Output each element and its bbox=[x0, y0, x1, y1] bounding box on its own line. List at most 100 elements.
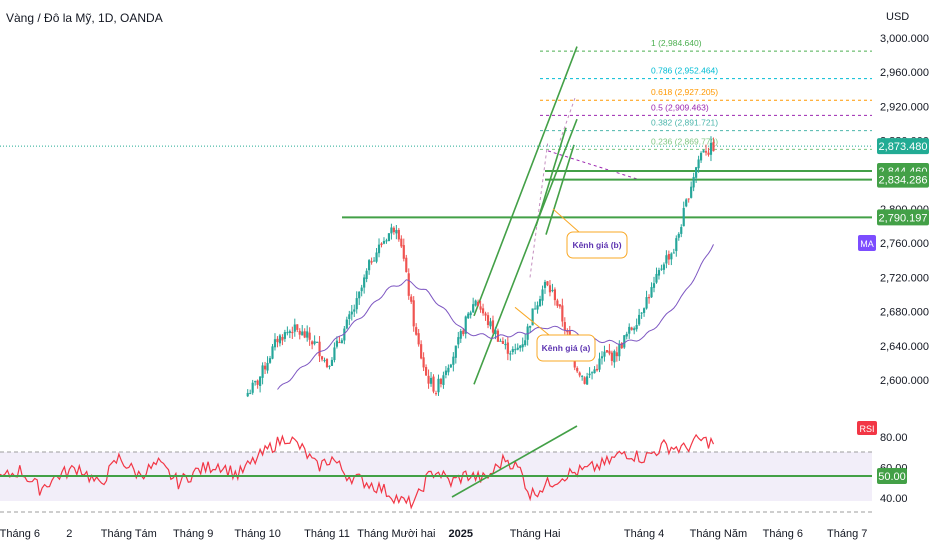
candle-body bbox=[291, 331, 294, 334]
candle-body bbox=[640, 312, 643, 314]
candle-body bbox=[412, 300, 415, 327]
candle-body bbox=[472, 304, 475, 313]
annotation-label: Kênh giá (b) bbox=[572, 240, 621, 250]
horizontal-levels[interactable] bbox=[0, 145, 872, 219]
candle-body bbox=[368, 260, 371, 271]
candle-body bbox=[514, 349, 517, 351]
candle-body bbox=[363, 277, 366, 288]
trend-channels[interactable] bbox=[473, 46, 578, 385]
candle-body bbox=[340, 340, 343, 344]
candle-body bbox=[350, 311, 353, 315]
fib-level-label: 1 (2,984.640) bbox=[651, 38, 702, 48]
candle-body bbox=[534, 308, 537, 310]
rsi-badge[interactable] bbox=[857, 421, 877, 435]
candle-body bbox=[489, 321, 492, 327]
channel-line[interactable] bbox=[473, 118, 578, 385]
candle-body bbox=[259, 376, 262, 386]
candle-body bbox=[370, 261, 373, 263]
time-tick-label: 2 bbox=[66, 528, 72, 540]
candle-body bbox=[283, 332, 286, 339]
candle-body bbox=[365, 270, 368, 279]
candle-body bbox=[286, 332, 289, 334]
candle-body bbox=[551, 289, 554, 291]
candle-body bbox=[590, 372, 594, 374]
candle-body bbox=[650, 287, 653, 298]
annotation-pointer bbox=[552, 208, 580, 233]
candle-body bbox=[395, 229, 398, 234]
candle-body bbox=[618, 343, 621, 357]
candle-body bbox=[586, 376, 589, 385]
candle-body bbox=[553, 289, 556, 301]
price-tick-label: 3,000.000 bbox=[880, 33, 929, 45]
candle-body bbox=[303, 331, 306, 338]
price-tick-label: 2,960.000 bbox=[880, 67, 929, 79]
candle-body bbox=[447, 367, 450, 373]
candle-body bbox=[249, 393, 252, 395]
rsi-trendline[interactable] bbox=[451, 425, 578, 498]
candle-body bbox=[628, 326, 631, 334]
candle-body bbox=[509, 353, 512, 355]
candle-body bbox=[484, 313, 487, 316]
candle-body bbox=[608, 350, 611, 354]
time-tick-label: 2025 bbox=[449, 528, 473, 540]
fib-level-label: 0.236 (2,869.770) bbox=[651, 136, 718, 146]
candle-body bbox=[338, 342, 341, 344]
candle-body bbox=[491, 320, 495, 333]
rsi-tick-label: 80.00 bbox=[880, 432, 908, 444]
candle-body bbox=[662, 264, 665, 270]
time-tick-label: Tháng Năm bbox=[690, 528, 747, 540]
candle-body bbox=[657, 270, 661, 276]
candle-body bbox=[529, 325, 532, 328]
price-tick-label: 2,680.000 bbox=[880, 307, 929, 319]
fib-level-label: 0.382 (2,891.721) bbox=[651, 118, 718, 128]
annotation-box[interactable] bbox=[566, 231, 628, 259]
candle-body bbox=[541, 289, 544, 301]
time-tick-label: Tháng 6 bbox=[0, 528, 40, 540]
candle-body bbox=[652, 283, 656, 288]
candle-body bbox=[548, 285, 552, 293]
candle-body bbox=[335, 340, 338, 347]
candle-body bbox=[638, 314, 641, 325]
fib-retracement[interactable]: 1 (2,984.640) 0.786 (2,952.464) 0.618 (2,9… bbox=[529, 38, 872, 278]
candle-body bbox=[372, 260, 376, 262]
candle-body bbox=[647, 297, 651, 299]
ma-badge[interactable] bbox=[858, 235, 876, 251]
candle-body bbox=[454, 345, 457, 358]
candle-body bbox=[593, 369, 596, 374]
price-badge-label: 2,834.286 bbox=[879, 175, 928, 187]
annotations[interactable]: Kênh giá (b) Kênh giá (a) bbox=[514, 208, 628, 362]
candle-body bbox=[288, 331, 291, 333]
candle-body bbox=[702, 150, 705, 153]
time-tick-label: Tháng 7 bbox=[827, 528, 867, 540]
candle-body bbox=[318, 341, 321, 357]
candle-body bbox=[375, 252, 378, 262]
channel-line[interactable] bbox=[545, 144, 575, 235]
annotation-box[interactable] bbox=[536, 334, 596, 362]
candle-body bbox=[677, 233, 680, 238]
candle-body bbox=[561, 305, 564, 322]
candle-body bbox=[308, 332, 311, 340]
annotation-pointer bbox=[514, 306, 550, 336]
candle-body bbox=[358, 291, 361, 299]
candle-body bbox=[425, 367, 428, 376]
candle-body bbox=[531, 308, 534, 326]
price-badge bbox=[877, 209, 929, 226]
fib-diagonal bbox=[529, 140, 549, 278]
candle-body bbox=[588, 373, 591, 376]
candle-body bbox=[316, 341, 319, 343]
candle-body bbox=[603, 351, 606, 357]
candle-body bbox=[643, 308, 646, 313]
candle-body bbox=[333, 347, 336, 361]
candle-body bbox=[486, 315, 490, 326]
candle-body bbox=[261, 365, 264, 378]
candle-body bbox=[402, 245, 405, 259]
channel-line[interactable] bbox=[535, 127, 567, 227]
candle-body bbox=[494, 330, 497, 334]
candle-body bbox=[353, 309, 356, 312]
channel-line[interactable] bbox=[473, 46, 578, 317]
candle-body bbox=[709, 142, 713, 155]
currency-label: USD bbox=[886, 11, 910, 23]
candle-body bbox=[254, 381, 257, 383]
moving-average bbox=[277, 244, 714, 390]
